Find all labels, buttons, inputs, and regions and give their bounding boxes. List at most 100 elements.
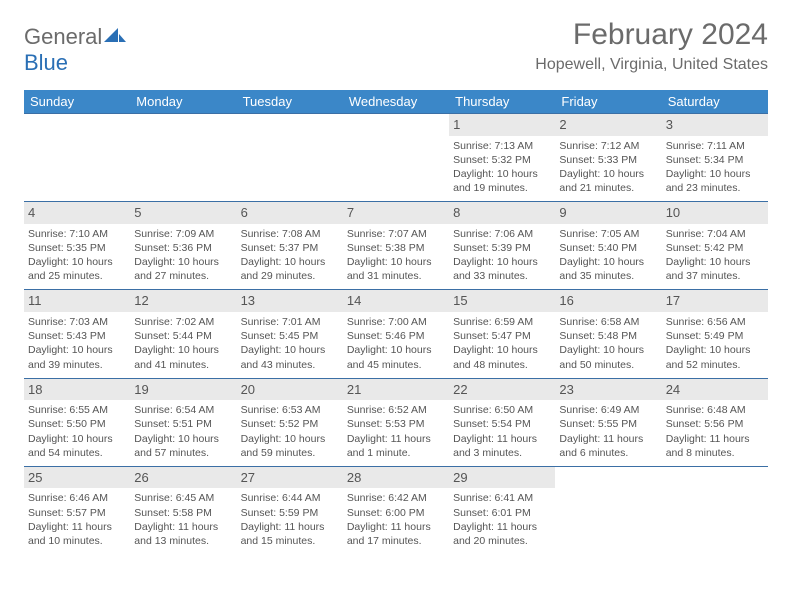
day-info: Sunrise: 7:04 AMSunset: 5:42 PMDaylight:… <box>666 227 764 284</box>
calendar-day-cell: 17 Sunrise: 6:56 AMSunset: 5:49 PMDayligh… <box>662 290 768 378</box>
calendar-day-cell: 5 Sunrise: 7:09 AMSunset: 5:36 PMDaylight… <box>130 202 236 290</box>
day-number: 15 <box>449 290 555 312</box>
day-info: Sunrise: 7:06 AMSunset: 5:39 PMDaylight:… <box>453 227 551 284</box>
day-number: 2 <box>555 114 661 136</box>
day-number: 8 <box>449 202 555 224</box>
day-info: Sunrise: 7:07 AMSunset: 5:38 PMDaylight:… <box>347 227 445 284</box>
calendar-day-cell <box>24 114 130 202</box>
day-info: Sunrise: 6:48 AMSunset: 5:56 PMDaylight:… <box>666 403 764 460</box>
header: General Blue February 2024 Hopewell, Vir… <box>24 18 768 76</box>
logo-part1: General <box>24 24 102 49</box>
calendar-day-cell: 8 Sunrise: 7:06 AMSunset: 5:39 PMDaylight… <box>449 202 555 290</box>
calendar-day-cell: 10 Sunrise: 7:04 AMSunset: 5:42 PMDayligh… <box>662 202 768 290</box>
day-number: 20 <box>237 379 343 401</box>
calendar-week-row: 4Sunrise: 7:10 AMSunset: 5:35 PMDaylight… <box>24 202 768 290</box>
day-info: Sunrise: 6:54 AMSunset: 5:51 PMDaylight:… <box>134 403 232 460</box>
day-info: Sunrise: 6:52 AMSunset: 5:53 PMDaylight:… <box>347 403 445 460</box>
title-block: February 2024 Hopewell, Virginia, United… <box>535 18 768 74</box>
day-number: 3 <box>662 114 768 136</box>
calendar-day-cell <box>343 114 449 202</box>
calendar-week-row: 1 Sunrise: 7:13 AMSunset: 5:32 PMDaylight… <box>24 114 768 202</box>
day-info: Sunrise: 6:58 AMSunset: 5:48 PMDaylight:… <box>559 315 657 372</box>
day-info: Sunrise: 6:55 AMSunset: 5:50 PMDaylight:… <box>28 403 126 460</box>
day-info: Sunrise: 7:08 AMSunset: 5:37 PMDaylight:… <box>241 227 339 284</box>
location: Hopewell, Virginia, United States <box>535 56 768 74</box>
calendar-day-cell: 7 Sunrise: 7:07 AMSunset: 5:38 PMDaylight… <box>343 202 449 290</box>
weekday-header: Sunday <box>24 90 130 114</box>
day-number: 12 <box>130 290 236 312</box>
weekday-header: Thursday <box>449 90 555 114</box>
day-info: Sunrise: 6:41 AMSunset: 6:01 PMDaylight:… <box>453 491 551 548</box>
day-number: 16 <box>555 290 661 312</box>
calendar-day-cell: 27Sunrise: 6:44 AMSunset: 5:59 PMDayligh… <box>237 466 343 554</box>
day-info: Sunrise: 7:12 AMSunset: 5:33 PMDaylight:… <box>559 139 657 196</box>
day-info: Sunrise: 7:01 AMSunset: 5:45 PMDaylight:… <box>241 315 339 372</box>
calendar-day-cell <box>130 114 236 202</box>
day-number: 13 <box>237 290 343 312</box>
calendar-day-cell: 13 Sunrise: 7:01 AMSunset: 5:45 PMDayligh… <box>237 290 343 378</box>
calendar-day-cell: 28Sunrise: 6:42 AMSunset: 6:00 PMDayligh… <box>343 466 449 554</box>
calendar-day-cell: 23Sunrise: 6:49 AMSunset: 5:55 PMDayligh… <box>555 378 661 466</box>
day-number: 24 <box>662 379 768 401</box>
day-info: Sunrise: 7:02 AMSunset: 5:44 PMDaylight:… <box>134 315 232 372</box>
calendar-day-cell: 16 Sunrise: 6:58 AMSunset: 5:48 PMDayligh… <box>555 290 661 378</box>
day-info: Sunrise: 6:44 AMSunset: 5:59 PMDaylight:… <box>241 491 339 548</box>
weekday-header: Saturday <box>662 90 768 114</box>
calendar-day-cell: 22Sunrise: 6:50 AMSunset: 5:54 PMDayligh… <box>449 378 555 466</box>
month-title: February 2024 <box>535 18 768 52</box>
day-info: Sunrise: 6:49 AMSunset: 5:55 PMDaylight:… <box>559 403 657 460</box>
calendar-week-row: 18Sunrise: 6:55 AMSunset: 5:50 PMDayligh… <box>24 378 768 466</box>
weekday-header: Wednesday <box>343 90 449 114</box>
calendar-day-cell: 29Sunrise: 6:41 AMSunset: 6:01 PMDayligh… <box>449 466 555 554</box>
calendar-body: 1 Sunrise: 7:13 AMSunset: 5:32 PMDaylight… <box>24 114 768 555</box>
calendar-day-cell: 19Sunrise: 6:54 AMSunset: 5:51 PMDayligh… <box>130 378 236 466</box>
day-info: Sunrise: 7:09 AMSunset: 5:36 PMDaylight:… <box>134 227 232 284</box>
calendar-day-cell: 4Sunrise: 7:10 AMSunset: 5:35 PMDaylight… <box>24 202 130 290</box>
calendar-day-cell: 21Sunrise: 6:52 AMSunset: 5:53 PMDayligh… <box>343 378 449 466</box>
calendar-day-cell: 26Sunrise: 6:45 AMSunset: 5:58 PMDayligh… <box>130 466 236 554</box>
calendar-day-cell: 14Sunrise: 7:00 AMSunset: 5:46 PMDayligh… <box>343 290 449 378</box>
day-number: 22 <box>449 379 555 401</box>
calendar-day-cell: 2 Sunrise: 7:12 AMSunset: 5:33 PMDaylight… <box>555 114 661 202</box>
day-number: 23 <box>555 379 661 401</box>
calendar-week-row: 25Sunrise: 6:46 AMSunset: 5:57 PMDayligh… <box>24 466 768 554</box>
calendar-day-cell <box>237 114 343 202</box>
calendar-day-cell: 11Sunrise: 7:03 AMSunset: 5:43 PMDayligh… <box>24 290 130 378</box>
day-info: Sunrise: 6:46 AMSunset: 5:57 PMDaylight:… <box>28 491 126 548</box>
day-number: 9 <box>555 202 661 224</box>
day-number: 5 <box>130 202 236 224</box>
day-info: Sunrise: 7:13 AMSunset: 5:32 PMDaylight:… <box>453 139 551 196</box>
day-number: 1 <box>449 114 555 136</box>
day-number: 27 <box>237 467 343 489</box>
day-info: Sunrise: 6:42 AMSunset: 6:00 PMDaylight:… <box>347 491 445 548</box>
day-number: 17 <box>662 290 768 312</box>
logo-part2: Blue <box>24 50 68 75</box>
day-info: Sunrise: 6:56 AMSunset: 5:49 PMDaylight:… <box>666 315 764 372</box>
calendar-week-row: 11Sunrise: 7:03 AMSunset: 5:43 PMDayligh… <box>24 290 768 378</box>
calendar-day-cell: 18Sunrise: 6:55 AMSunset: 5:50 PMDayligh… <box>24 378 130 466</box>
calendar-header-row: SundayMondayTuesdayWednesdayThursdayFrid… <box>24 90 768 114</box>
calendar-day-cell: 6 Sunrise: 7:08 AMSunset: 5:37 PMDaylight… <box>237 202 343 290</box>
logo-text: General Blue <box>24 24 126 76</box>
day-number: 18 <box>24 379 130 401</box>
calendar-day-cell: 9 Sunrise: 7:05 AMSunset: 5:40 PMDaylight… <box>555 202 661 290</box>
weekday-header: Tuesday <box>237 90 343 114</box>
day-info: Sunrise: 7:03 AMSunset: 5:43 PMDaylight:… <box>28 315 126 372</box>
day-number: 7 <box>343 202 449 224</box>
calendar-day-cell <box>662 466 768 554</box>
day-number: 6 <box>237 202 343 224</box>
calendar-day-cell: 3 Sunrise: 7:11 AMSunset: 5:34 PMDaylight… <box>662 114 768 202</box>
day-info: Sunrise: 6:53 AMSunset: 5:52 PMDaylight:… <box>241 403 339 460</box>
day-info: Sunrise: 7:05 AMSunset: 5:40 PMDaylight:… <box>559 227 657 284</box>
day-number: 26 <box>130 467 236 489</box>
day-number: 25 <box>24 467 130 489</box>
calendar-day-cell: 25Sunrise: 6:46 AMSunset: 5:57 PMDayligh… <box>24 466 130 554</box>
day-number: 19 <box>130 379 236 401</box>
day-info: Sunrise: 6:50 AMSunset: 5:54 PMDaylight:… <box>453 403 551 460</box>
calendar-day-cell: 20Sunrise: 6:53 AMSunset: 5:52 PMDayligh… <box>237 378 343 466</box>
day-info: Sunrise: 7:11 AMSunset: 5:34 PMDaylight:… <box>666 139 764 196</box>
day-info: Sunrise: 7:00 AMSunset: 5:46 PMDaylight:… <box>347 315 445 372</box>
day-number: 10 <box>662 202 768 224</box>
weekday-header: Monday <box>130 90 236 114</box>
day-number: 4 <box>24 202 130 224</box>
